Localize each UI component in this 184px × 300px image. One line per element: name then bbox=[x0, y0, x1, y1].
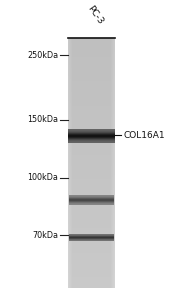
Text: 70kDa: 70kDa bbox=[32, 230, 58, 239]
Text: PC-3: PC-3 bbox=[85, 4, 104, 26]
Text: COL16A1: COL16A1 bbox=[124, 130, 166, 140]
Text: 250kDa: 250kDa bbox=[27, 50, 58, 59]
Text: 150kDa: 150kDa bbox=[27, 116, 58, 124]
Text: 100kDa: 100kDa bbox=[27, 173, 58, 182]
